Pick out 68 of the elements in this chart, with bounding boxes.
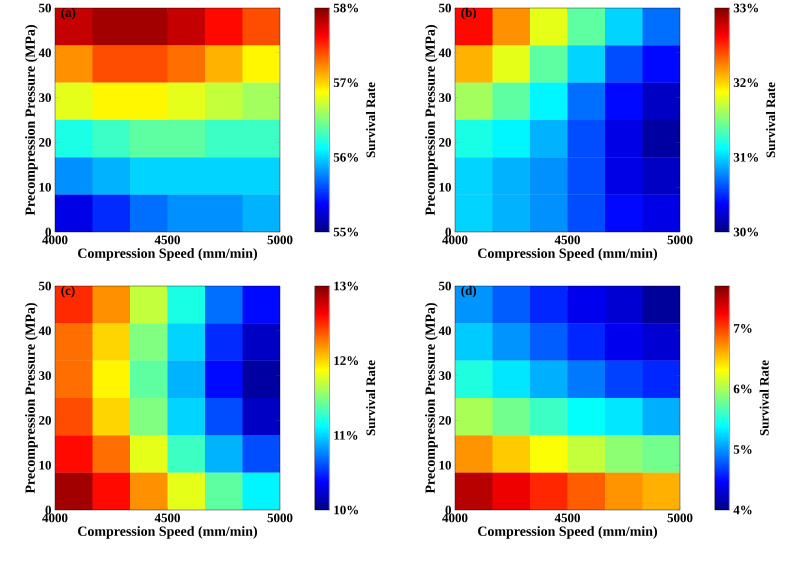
x-axis-title: Compression Speed (mm/min)	[478, 248, 658, 261]
x-tick-label: 4500	[554, 236, 580, 244]
x-tick-label: 4500	[154, 514, 180, 522]
x-tick-label: 5000	[668, 514, 692, 522]
color-bar-label: 55%	[334, 228, 358, 236]
x-tick-label: 4000	[42, 236, 68, 244]
y-tick-label: 30	[439, 93, 451, 102]
y-tick-label: 30	[39, 93, 51, 102]
y-tick-label: 0	[446, 506, 451, 514]
color-bar-label: 58%	[334, 4, 358, 12]
color-bar-label: 10%	[334, 506, 358, 514]
color-bar-label: 33%	[734, 4, 758, 12]
color-bar-label: 31%	[734, 152, 758, 162]
color-bar-title: Survival Rate	[366, 360, 376, 436]
color-bar-label: 7%	[734, 324, 752, 333]
color-bar-label: 56%	[334, 152, 358, 162]
y-tick-label: 50	[439, 282, 451, 290]
chart-title: (a)	[61, 8, 76, 20]
y-tick-label: 20	[39, 138, 51, 147]
color-bar-label: 5%	[734, 445, 752, 454]
y-axis-title: Precompression Pressure (MPa)	[425, 303, 438, 494]
color-bar-label: 6%	[734, 384, 752, 394]
y-tick-label: 50	[439, 4, 451, 12]
x-tick-label: 4500	[154, 236, 180, 244]
y-tick-label: 0	[46, 228, 51, 236]
color-bar-label: 30%	[734, 228, 758, 236]
color-bar-label: 4%	[733, 506, 752, 514]
chart-title: (b)	[461, 8, 476, 20]
x-tick-label: 4000	[442, 236, 468, 244]
color-bar-title: Survival Rate	[766, 82, 776, 158]
y-axis-title: Precompression Pressure (MPa)	[425, 25, 438, 216]
y-tick-label: 40	[38, 48, 51, 58]
y-tick-label: 10	[440, 182, 451, 192]
x-tick-label: 4000	[442, 514, 468, 522]
y-tick-label: 20	[439, 416, 451, 425]
y-tick-label: 0	[46, 506, 51, 514]
x-tick-label: 5000	[668, 236, 692, 244]
x-tick-label: 4500	[554, 514, 580, 522]
y-axis-title: Precompression Pressure (MPa)	[25, 25, 38, 216]
x-tick-label: 5000	[268, 236, 292, 244]
y-tick-label: 40	[38, 326, 51, 336]
color-bar-title: Survival Rate	[366, 82, 376, 158]
y-tick-label: 20	[39, 416, 51, 425]
y-tick-label: 0	[446, 228, 451, 236]
x-tick-label: 4000	[42, 514, 68, 522]
x-axis-title: Compression Speed (mm/min)	[78, 526, 258, 539]
y-tick-label: 40	[438, 48, 451, 58]
y-tick-label: 20	[439, 138, 451, 147]
y-tick-label: 10	[40, 460, 51, 470]
y-tick-label: 40	[438, 326, 451, 336]
x-axis-title: Compression Speed (mm/min)	[478, 526, 658, 539]
color-bar-label: 12%	[334, 356, 358, 366]
color-bar-label: 11%	[334, 430, 358, 440]
y-tick-label: 10	[440, 460, 451, 470]
y-tick-label: 50	[39, 4, 51, 12]
y-tick-label: 10	[40, 182, 51, 192]
x-tick-label: 5000	[268, 514, 292, 522]
y-axis-title: Precompression Pressure (MPa)	[25, 303, 38, 494]
y-tick-label: 30	[439, 371, 451, 380]
x-axis-title: Compression Speed (mm/min)	[78, 248, 258, 261]
chart-title: (c)	[61, 286, 75, 298]
color-bar-title: Survival Rate	[760, 360, 769, 436]
color-bar-label: 57%	[334, 78, 358, 88]
y-tick-label: 50	[39, 282, 51, 290]
color-bar-label: 13%	[334, 282, 358, 290]
color-bar-label: 32%	[734, 78, 758, 88]
chart-title: (d)	[461, 286, 476, 298]
y-tick-label: 30	[39, 371, 51, 380]
